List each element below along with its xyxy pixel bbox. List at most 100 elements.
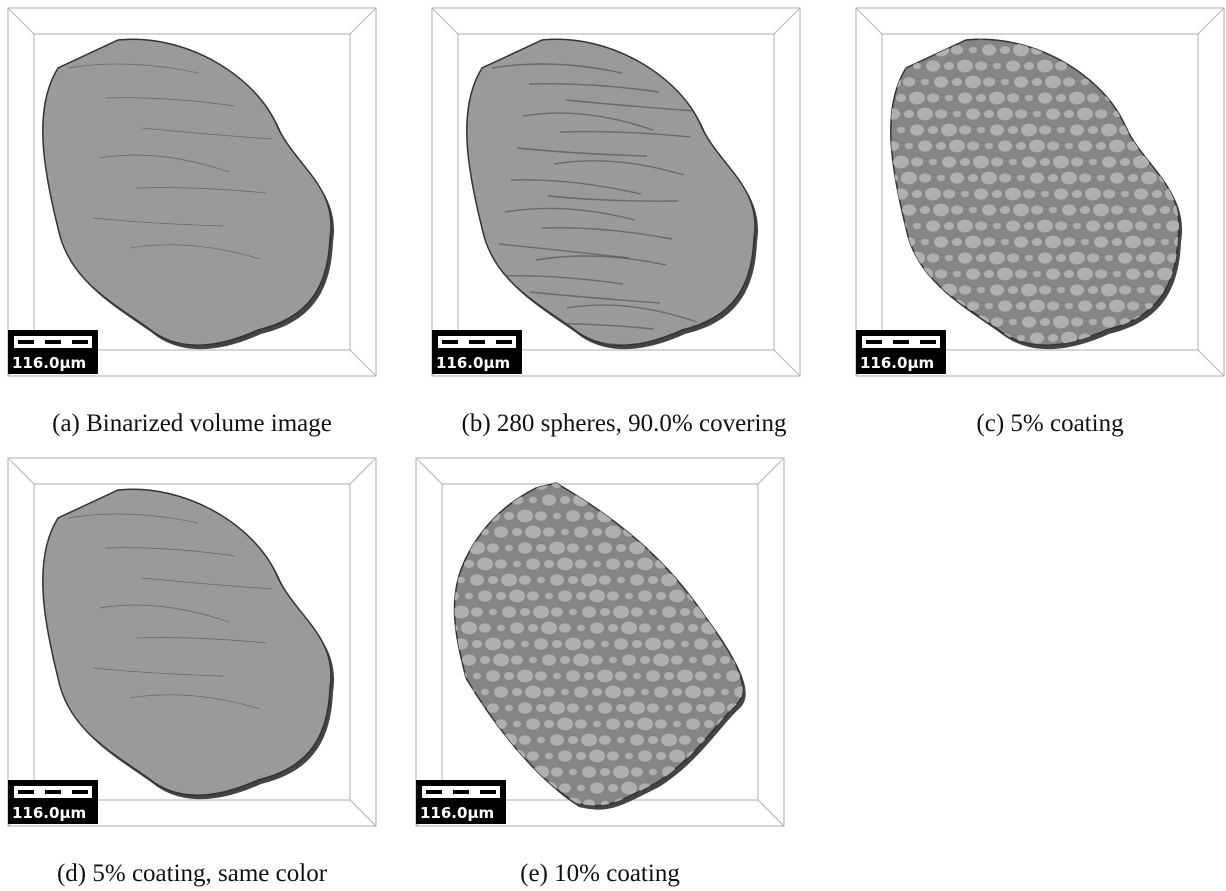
coating-spot [1008,126,1018,134]
coating-spot [1029,140,1045,153]
coating-spot [1197,60,1213,73]
coating-spot [1022,156,1036,167]
coating-spot [934,236,948,247]
panel: 116.0μm [8,458,376,826]
coating-spot [1126,268,1140,279]
coating-spot [591,655,603,665]
coating-spot [861,124,877,137]
coating-spot [633,673,641,679]
coating-spot [957,60,973,73]
coating-spot [727,543,739,553]
coating-spot [1029,300,1045,313]
coating-spot [461,622,477,635]
coating-spot [901,12,917,25]
coating-spot [1031,205,1043,215]
coating-spot [664,512,674,520]
coating-spot [1007,253,1019,263]
coating-spot [686,558,700,569]
coating-spot [592,528,602,536]
coating-spot [1062,204,1076,215]
coating-spot [647,703,659,713]
coating-spot [576,752,586,760]
coating-spot [447,751,459,761]
coating-spot [1015,269,1027,279]
coating-spot [933,204,949,217]
coating-spot [752,688,762,696]
coating-spot [415,719,427,729]
coating-spot [1096,302,1106,310]
coating-spot [872,78,882,86]
coating-spot [519,735,531,745]
coating-spot [623,687,635,697]
coating-spot [1057,287,1065,293]
coating-spot [1141,172,1157,185]
coating-spot [1101,124,1117,137]
coating-spot [969,207,977,213]
coating-spot [648,736,658,744]
caption: (d) 5% coating, same color [57,860,328,887]
coating-spot [957,220,973,233]
coating-spot [1173,204,1189,217]
coating-spot [944,222,954,230]
coating-spot [1125,76,1141,89]
coating-spot [608,784,618,792]
coating-spot [653,654,669,667]
coating-spot [648,576,658,584]
coating-spot [759,575,771,585]
coating-spot [672,528,682,536]
coating-spot [1038,92,1052,103]
box-edge [856,8,882,34]
coating-spot [517,510,533,523]
coating-spot [864,222,874,230]
scale-bar-seg [45,790,61,794]
coating-spot [495,559,507,569]
coating-spot [1039,125,1051,135]
coating-spot [462,654,476,665]
coating-spot [726,670,740,681]
coating-spot [1101,284,1117,297]
coating-spot [437,510,453,523]
coating-spot [887,141,899,151]
coating-spot [1177,15,1185,21]
coating-spot [1017,15,1025,21]
coating-spot [901,172,917,185]
coating-spot [911,317,923,327]
coating-spot [677,510,693,523]
coating-spot [1005,188,1021,201]
coating-spot [1200,318,1210,326]
coating-spot [654,526,668,537]
coating-spot [585,705,593,711]
coating-spot [600,608,610,616]
coating-spot [1077,268,1093,281]
coating-spot [453,766,469,779]
coating-spot [568,736,578,744]
coating-spot [953,271,961,277]
coating-spot [975,61,987,71]
coating-spot [520,768,530,776]
coating-spot [1185,255,1193,261]
coating-spot [897,127,905,133]
coating-spot [430,462,444,473]
coating-spot [894,188,908,199]
coating-spot [960,318,970,326]
coating-spot [919,173,931,183]
coating-spot [541,462,557,475]
coating-spot [1118,92,1132,103]
coating-spot [999,173,1011,183]
coating-spot [446,718,460,729]
coating-spot [1030,172,1044,183]
coating-spot [934,76,948,87]
coating-spot [905,303,913,309]
coating-spot [640,656,650,664]
coating-spot [888,14,898,22]
coating-spot [1031,45,1043,55]
coating-spot [744,672,754,680]
coating-spot [1141,12,1157,25]
coating-spot [589,590,605,603]
scale-label: 116.0μm [420,804,494,822]
coating-spot [985,303,993,309]
coating-spot [757,510,773,523]
coating-spot [911,157,923,167]
coating-spot [1181,124,1197,137]
coating-spot [1160,206,1170,214]
